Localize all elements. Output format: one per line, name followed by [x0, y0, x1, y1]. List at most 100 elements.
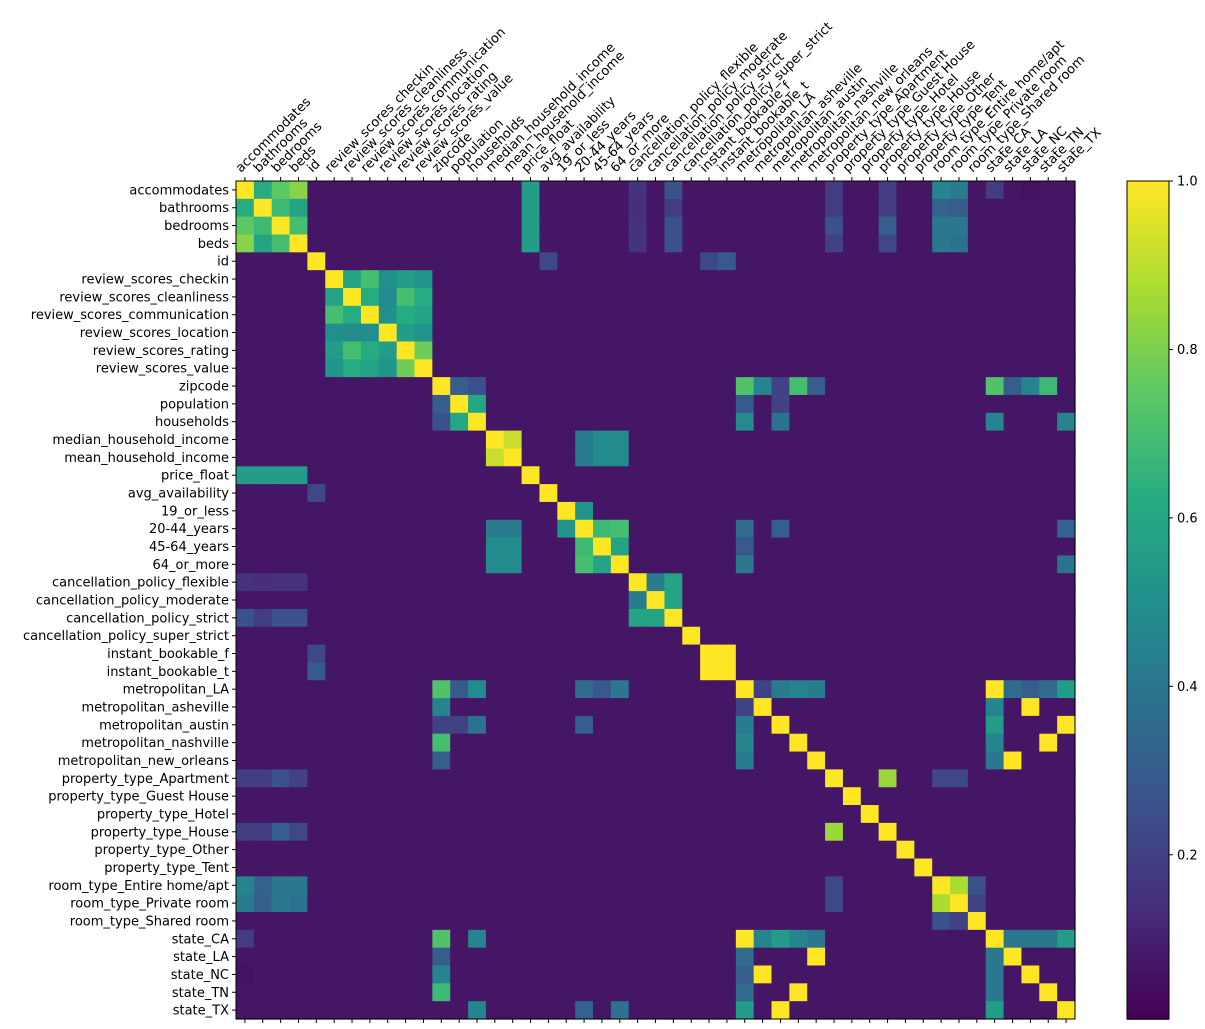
heatmap-cell [646, 929, 666, 949]
heatmap-cell [735, 198, 755, 218]
heatmap-cell [896, 394, 915, 414]
heatmap-cell [610, 983, 630, 1002]
heatmap-cell [825, 805, 844, 824]
heatmap-cell [432, 947, 451, 967]
heatmap-cell [807, 341, 826, 360]
heatmap-cell [842, 876, 862, 895]
heatmap-cell [789, 216, 808, 236]
heatmap-cell [450, 341, 469, 360]
heatmap-cell [878, 822, 898, 842]
heatmap-cell [735, 769, 755, 788]
heatmap-cell [932, 626, 951, 646]
heatmap-cell [253, 323, 273, 343]
heatmap-cell [396, 876, 416, 895]
heatmap-cell [789, 680, 808, 699]
heatmap-cell [253, 662, 273, 681]
y-tick-label: zipcode [179, 380, 229, 395]
heatmap-cell [450, 537, 469, 557]
heatmap-cell [700, 715, 719, 735]
heatmap-cell [967, 965, 987, 984]
y-tick-label: property_type_Guest House [48, 790, 229, 805]
heatmap-cell [1039, 787, 1058, 806]
heatmap-cell [253, 733, 273, 753]
heatmap-cell [557, 448, 576, 467]
heatmap-cell [450, 805, 469, 824]
heatmap-cell [1021, 537, 1040, 557]
heatmap-cell [682, 216, 701, 236]
heatmap-cell [360, 965, 380, 984]
heatmap-cell [539, 466, 558, 485]
heatmap-cell [271, 323, 291, 343]
heatmap-cell [664, 537, 683, 557]
heatmap-cell [593, 198, 612, 218]
heatmap-cell [1003, 501, 1023, 521]
heatmap-cell [360, 876, 380, 895]
heatmap-cell [468, 822, 487, 842]
heatmap-cell [289, 252, 308, 271]
heatmap-cell [735, 501, 755, 521]
heatmap-cell [450, 822, 469, 842]
heatmap-cell [628, 305, 648, 325]
heatmap-cell [950, 1001, 969, 1020]
heatmap-cell [789, 733, 808, 753]
heatmap-cell [1039, 715, 1058, 735]
heatmap-cell [807, 698, 826, 717]
heatmap-cell [503, 394, 523, 414]
heatmap-cell [307, 466, 326, 485]
heatmap-cell [575, 216, 594, 236]
heatmap-cell [1021, 876, 1040, 895]
heatmap-cell [521, 858, 541, 877]
heatmap-cell [807, 662, 826, 681]
heatmap-cell [539, 377, 558, 396]
heatmap-cell [628, 876, 648, 895]
heatmap-cell [432, 983, 451, 1002]
heatmap-cell [396, 323, 416, 343]
colorbar-segment [1127, 327, 1169, 336]
heatmap-cell [646, 519, 666, 539]
heatmap-cell [1057, 430, 1076, 450]
heatmap-cell [485, 822, 505, 842]
colorbar-segment [1127, 187, 1169, 196]
heatmap-cell [878, 287, 898, 307]
heatmap-cell [950, 983, 969, 1002]
heatmap-cell [950, 359, 969, 378]
heatmap-cell [967, 608, 987, 628]
heatmap-cell [396, 858, 416, 877]
heatmap-cell [307, 341, 326, 360]
heatmap-cell [807, 216, 826, 236]
heatmap-cell [307, 394, 326, 414]
heatmap-cell [932, 733, 951, 753]
heatmap-cell [896, 912, 915, 931]
heatmap-cell [325, 270, 344, 289]
heatmap-cell [914, 608, 933, 628]
heatmap-cell [485, 555, 505, 574]
heatmap-cell [575, 965, 594, 984]
colorbar-segment [1127, 334, 1169, 343]
heatmap-cell [700, 929, 719, 949]
heatmap-cell [503, 912, 523, 931]
heatmap-cell [985, 341, 1005, 360]
heatmap-cell [842, 626, 862, 646]
heatmap-cell [860, 751, 880, 770]
heatmap-cell [450, 662, 469, 681]
heatmap-cell [236, 501, 255, 521]
heatmap-cell [1039, 1001, 1058, 1020]
colorbar-segment [1127, 453, 1169, 462]
heatmap-cell [432, 698, 451, 717]
heatmap-cell [1003, 608, 1023, 628]
heatmap-cell [735, 305, 755, 325]
heatmap-cell [557, 394, 576, 414]
heatmap-cell [896, 591, 915, 610]
heatmap-cell [343, 234, 362, 253]
heatmap-cell [735, 252, 755, 271]
heatmap-cell [753, 608, 773, 628]
heatmap-cell [771, 216, 790, 236]
heatmap-cell [593, 733, 612, 753]
heatmap-cell [842, 341, 862, 360]
heatmap-cell [557, 680, 576, 699]
heatmap-cell [914, 840, 933, 860]
heatmap-cell [664, 983, 683, 1002]
heatmap-cell [825, 644, 844, 663]
heatmap-cell [807, 359, 826, 378]
heatmap-cell [717, 608, 737, 628]
